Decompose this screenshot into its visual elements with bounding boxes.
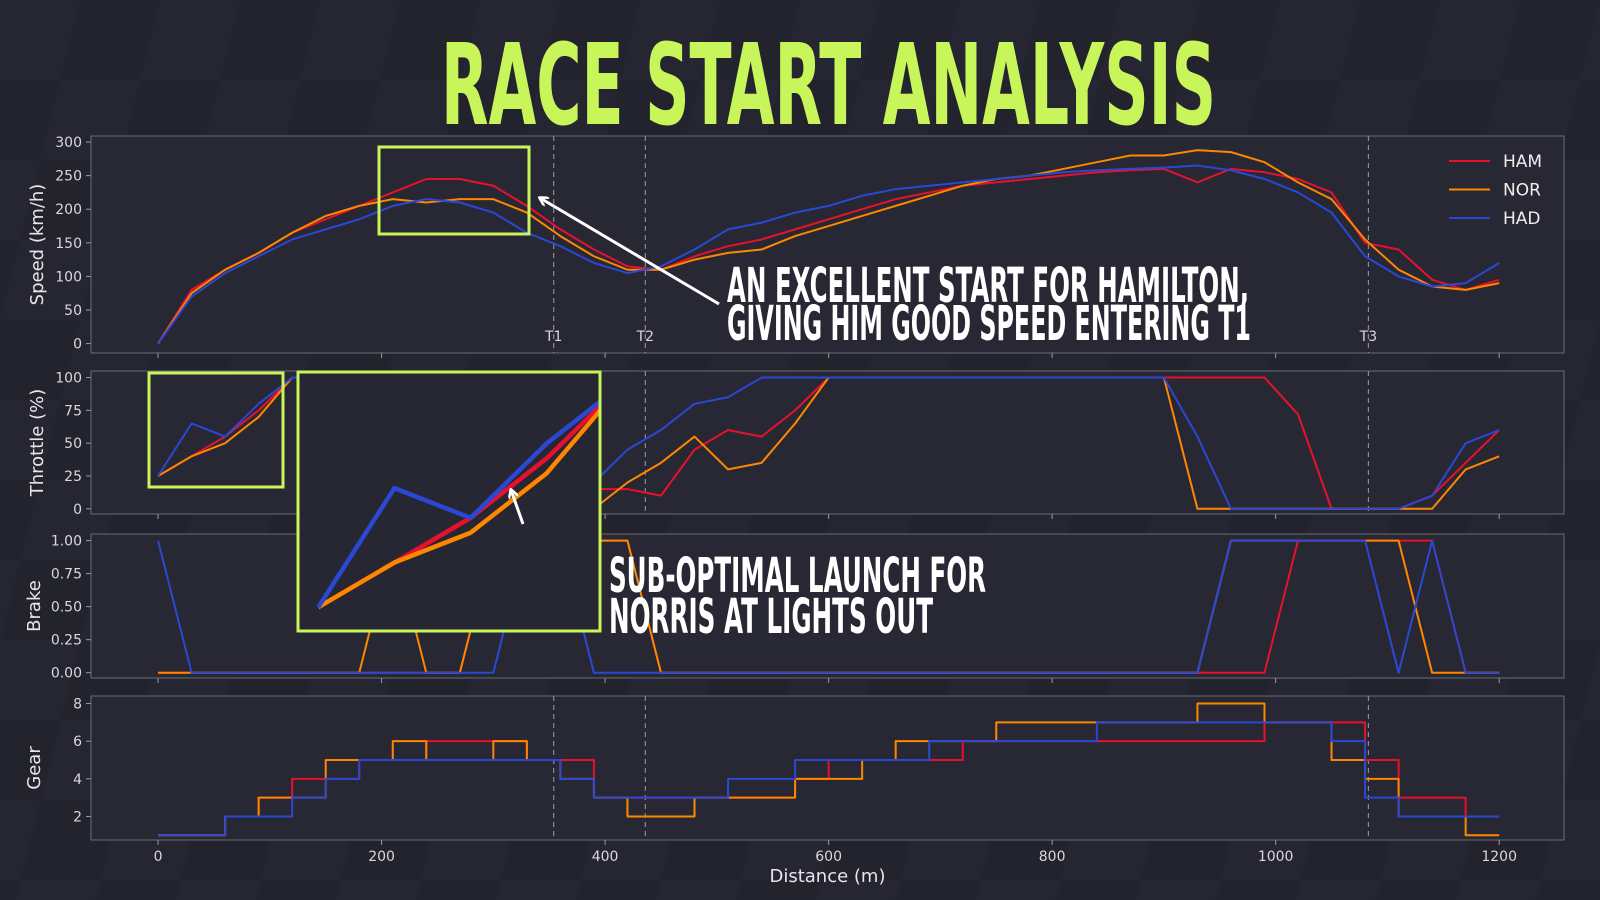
x-tick-label: 600 bbox=[815, 849, 842, 865]
y-tick-label: 6 bbox=[73, 734, 82, 750]
legend-label: HAD bbox=[1503, 209, 1541, 229]
series-line bbox=[157, 167, 1500, 345]
y-tick-label: 75 bbox=[64, 403, 82, 419]
x-tick-label: 1200 bbox=[1481, 849, 1517, 865]
annotation-text: GIVING HIM GOOD SPEED ENTERING T1 bbox=[727, 296, 1251, 352]
y-tick-label: 150 bbox=[55, 236, 82, 252]
series-line bbox=[157, 164, 1500, 345]
annotation-text: SUB-OPTIMAL LAUNCH FOR bbox=[609, 548, 986, 604]
annotation-text: AN EXCELLENT START FOR HAMILTON, bbox=[727, 258, 1249, 314]
y-tick-label: 8 bbox=[73, 697, 82, 713]
turn-label: T2 bbox=[636, 329, 654, 345]
y-tick-label: 200 bbox=[55, 202, 82, 218]
plot-area bbox=[90, 695, 1565, 841]
highlight-box bbox=[147, 371, 285, 489]
overlay: AN EXCELLENT START FOR HAMILTON,GIVING H… bbox=[147, 145, 1251, 645]
y-tick-label: 0 bbox=[73, 337, 82, 353]
y-axis-label: Speed (km/h) bbox=[27, 184, 48, 306]
turn-label: T1 bbox=[544, 329, 562, 345]
x-axis-label: Distance (m) bbox=[769, 866, 885, 887]
turn-label: T3 bbox=[1359, 329, 1377, 345]
y-tick-label: 50 bbox=[64, 436, 82, 452]
y-tick-label: 4 bbox=[73, 772, 82, 788]
legend-label: HAM bbox=[1503, 152, 1542, 172]
y-tick-label: 25 bbox=[64, 469, 82, 485]
y-tick-label: 250 bbox=[55, 169, 82, 185]
annotation-arrow bbox=[540, 198, 720, 306]
x-tick-label: 1000 bbox=[1258, 849, 1294, 865]
x-tick-label: 800 bbox=[1039, 849, 1066, 865]
zoom-inset bbox=[296, 370, 602, 633]
legend-label: NOR bbox=[1503, 181, 1541, 201]
y-axis-label: Gear bbox=[24, 746, 45, 790]
panel: 0 25 50 75 100 Throttle (%) bbox=[27, 370, 1565, 519]
highlight-box bbox=[377, 145, 531, 236]
x-tick-label: 200 bbox=[368, 849, 395, 865]
plot-area bbox=[90, 135, 1565, 354]
y-tick-label: 100 bbox=[55, 371, 82, 387]
page-title: RACE START ANALYSIS bbox=[441, 21, 1216, 151]
panel: 0 50 100 150 200 250 300 Speed (km/h) T1 T2 T3 HAM N… bbox=[27, 135, 1565, 358]
y-axis-label: Throttle (%) bbox=[27, 389, 48, 497]
y-axis-label: Brake bbox=[24, 580, 45, 632]
annotation-text: NORRIS AT LIGHTS OUT bbox=[609, 589, 933, 645]
y-tick-label: 100 bbox=[55, 269, 82, 285]
inset-frame bbox=[296, 370, 602, 633]
series-line bbox=[157, 149, 1500, 345]
y-tick-label: 50 bbox=[64, 303, 82, 319]
series-line bbox=[158, 721, 1500, 837]
y-tick-label: 300 bbox=[55, 135, 82, 151]
series-line bbox=[157, 539, 1500, 674]
x-tick-label: 400 bbox=[592, 849, 619, 865]
y-tick-label: 0.00 bbox=[51, 666, 82, 682]
y-tick-label: 0.50 bbox=[51, 600, 82, 616]
y-tick-label: 1.00 bbox=[51, 534, 82, 550]
x-tick-label: 0 bbox=[154, 849, 163, 865]
y-tick-label: 2 bbox=[73, 809, 82, 825]
y-tick-label: 0.75 bbox=[51, 567, 82, 583]
y-tick-label: 0.25 bbox=[51, 633, 82, 649]
y-tick-label: 0 bbox=[73, 502, 82, 518]
panel: 2 4 6 8 Gear 0 200 400 600 800 1000 1200 Distance (m… bbox=[24, 695, 1565, 887]
inset-arrow bbox=[511, 490, 525, 525]
